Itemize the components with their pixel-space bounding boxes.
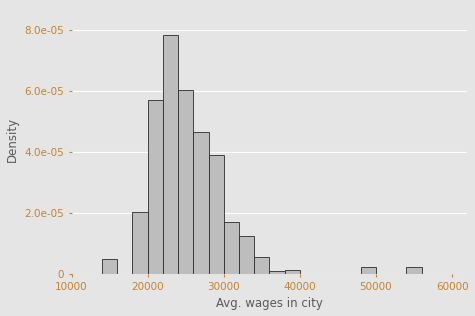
Y-axis label: Density: Density — [6, 117, 19, 162]
Bar — [133, 212, 148, 274]
Bar — [407, 267, 422, 274]
Bar — [148, 100, 163, 274]
Bar — [285, 270, 300, 274]
X-axis label: Avg. wages in city: Avg. wages in city — [216, 297, 323, 310]
Bar — [178, 89, 193, 274]
Bar — [239, 236, 254, 274]
Bar — [193, 132, 209, 274]
Bar — [209, 155, 224, 274]
Bar — [361, 267, 376, 274]
Bar — [224, 222, 239, 274]
Bar — [254, 258, 269, 274]
Bar — [102, 259, 117, 274]
Bar — [163, 34, 178, 274]
Bar — [269, 271, 285, 274]
